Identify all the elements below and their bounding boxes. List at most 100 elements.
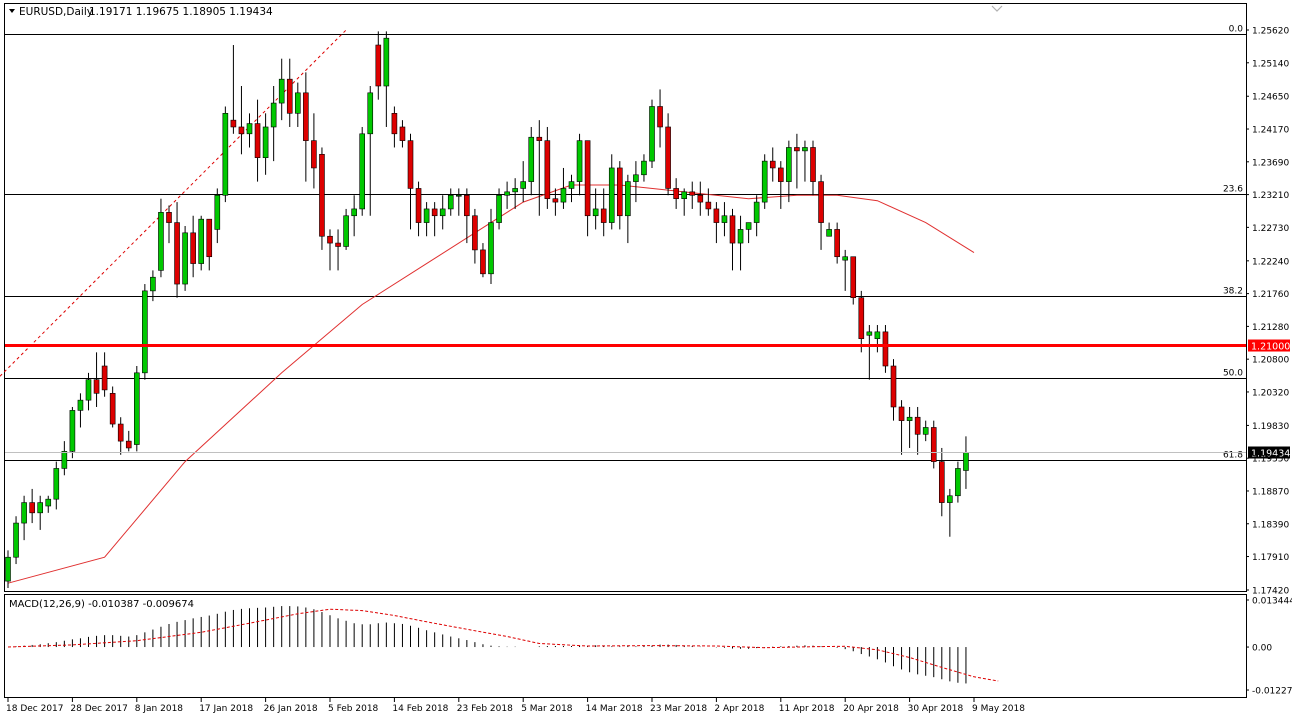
price-axis-layer: 1.25620 1.25140 1.24650 1.24170 1.23690 1.232… bbox=[1246, 27, 1289, 597]
candle bbox=[625, 174, 631, 244]
candle bbox=[850, 256, 857, 305]
candle bbox=[592, 188, 599, 230]
candle bbox=[721, 202, 728, 237]
macd-label: MACD(12,26,9) -0.010387 -0.009674 bbox=[9, 599, 194, 610]
bull-candle-body bbox=[802, 147, 808, 152]
candle bbox=[415, 181, 422, 237]
bull-candle-body bbox=[681, 191, 688, 199]
candle bbox=[858, 290, 865, 353]
candle bbox=[53, 461, 60, 510]
candle bbox=[447, 188, 454, 216]
collapse-chevron-icon[interactable] bbox=[991, 5, 1003, 12]
bull-candle-body bbox=[906, 416, 913, 421]
candle bbox=[311, 113, 317, 189]
fib-label-0.0: 0.0 bbox=[1229, 25, 1244, 35]
bull-candle-body bbox=[61, 451, 68, 469]
candle bbox=[182, 226, 188, 291]
candle bbox=[230, 45, 237, 134]
y-tick-label: 1.24650 bbox=[1252, 93, 1289, 103]
candle bbox=[488, 208, 494, 285]
bear-candle-body bbox=[665, 126, 671, 189]
candle bbox=[359, 126, 366, 216]
bear-candle-body bbox=[697, 194, 704, 203]
bull-candle-body bbox=[455, 194, 462, 197]
y-tick-label: 1.23690 bbox=[1252, 158, 1289, 168]
bull-candle-body bbox=[641, 160, 647, 176]
x-tick-label: 14 Mar 2018 bbox=[586, 704, 643, 714]
macd-y-tick-label: -0.012276 bbox=[1252, 687, 1292, 697]
candle bbox=[464, 188, 470, 244]
bull-candle-body bbox=[496, 194, 502, 223]
candle bbox=[544, 126, 551, 209]
candle bbox=[367, 86, 374, 216]
bear-candle-body bbox=[616, 167, 623, 217]
candle bbox=[431, 202, 438, 237]
candle bbox=[246, 113, 253, 148]
bear-candle-body bbox=[415, 188, 422, 223]
candle bbox=[29, 488, 35, 524]
bear-candle-body bbox=[729, 215, 736, 244]
bear-candle-body bbox=[286, 78, 293, 114]
bull-candle-body bbox=[367, 92, 374, 135]
bear-candle-body bbox=[238, 126, 245, 135]
candle bbox=[21, 495, 27, 541]
bear-candle-body bbox=[850, 256, 857, 299]
candle bbox=[882, 325, 889, 373]
candle bbox=[560, 167, 567, 209]
x-tick-label: 11 Apr 2018 bbox=[779, 704, 835, 714]
bull-candle-body bbox=[359, 133, 366, 210]
bull-candle-body bbox=[592, 208, 599, 217]
bull-candle-body bbox=[576, 140, 583, 182]
bull-candle-body bbox=[633, 174, 639, 182]
bull-candle-body bbox=[383, 37, 390, 87]
candle bbox=[616, 161, 623, 230]
fib-label-50.0: 50.0 bbox=[1223, 369, 1243, 379]
symbol-dropdown-arrow-icon[interactable] bbox=[9, 9, 15, 13]
x-tick-label: 14 Feb 2018 bbox=[392, 704, 448, 714]
y-tick-label: 1.20320 bbox=[1252, 388, 1289, 398]
x-tick-label: 23 Mar 2018 bbox=[650, 704, 707, 714]
candle bbox=[61, 441, 68, 476]
bear-candle-body bbox=[657, 106, 663, 128]
bear-candle-body bbox=[399, 126, 406, 141]
horizontal-level-tag bbox=[1248, 339, 1290, 352]
candle bbox=[955, 461, 961, 503]
candle bbox=[689, 181, 696, 209]
bull-candle-body bbox=[560, 188, 567, 203]
bull-candle-body bbox=[753, 201, 760, 223]
price-panel-frame bbox=[4, 3, 1247, 592]
candle bbox=[13, 516, 19, 565]
y-tick-label: 1.23210 bbox=[1252, 191, 1289, 201]
candle bbox=[761, 154, 768, 209]
bull-candle-body bbox=[826, 229, 832, 237]
bear-candle-body bbox=[818, 181, 824, 223]
candle bbox=[826, 222, 832, 237]
bull-candle-body bbox=[447, 194, 454, 210]
bear-candle-body bbox=[431, 208, 438, 217]
candle bbox=[794, 133, 800, 189]
y-tick-label: 1.24170 bbox=[1252, 126, 1289, 136]
bull-candle-body bbox=[520, 181, 527, 189]
bear-candle-body bbox=[480, 249, 486, 275]
bear-candle-body bbox=[311, 140, 317, 169]
x-tick-label: 23 Feb 2018 bbox=[457, 704, 513, 714]
current-price-tag-label: 1.19434 bbox=[1251, 449, 1290, 460]
candle bbox=[713, 202, 720, 244]
bull-candle-body bbox=[761, 160, 768, 203]
horizontal-level-tag-label: 1.21000 bbox=[1251, 342, 1290, 353]
y-tick-label: 1.19830 bbox=[1252, 422, 1289, 432]
bear-candle-body bbox=[254, 123, 261, 159]
candle bbox=[480, 243, 486, 278]
bear-candle-body bbox=[101, 365, 108, 391]
bear-candle-body bbox=[890, 365, 897, 408]
horizontal-level-layer[interactable]: 1.21000 1.19434 bbox=[5, 339, 1290, 460]
candle bbox=[842, 249, 849, 291]
candle bbox=[391, 106, 398, 148]
candle bbox=[190, 215, 196, 278]
bull-candle-body bbox=[77, 399, 84, 411]
bear-candle-body bbox=[464, 194, 470, 217]
candle bbox=[777, 161, 784, 209]
candle bbox=[69, 406, 76, 459]
